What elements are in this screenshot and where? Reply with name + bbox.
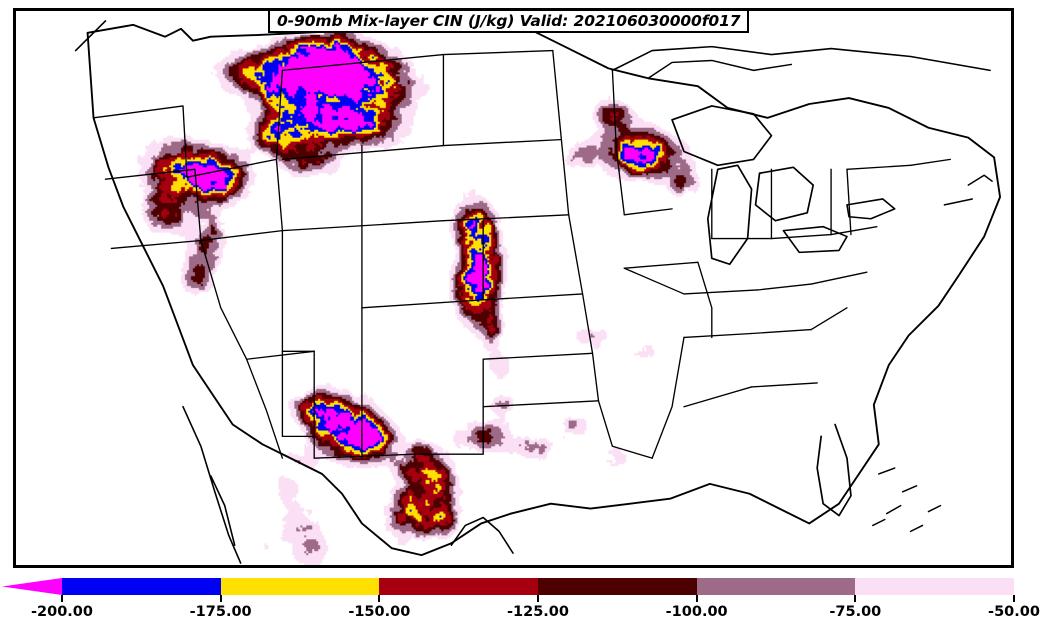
colorbar-tick xyxy=(61,595,63,602)
colorbar-segment-maroon-band xyxy=(538,578,697,595)
map-frame xyxy=(13,8,1014,568)
colorbar-segment-palepink-band xyxy=(855,578,1014,595)
colorbar-tick xyxy=(378,595,381,602)
colorbar-segment-crimson-band xyxy=(379,578,538,595)
colorbar-tick-label: -50.00 xyxy=(988,604,1040,620)
map-title-text: 0-90mb Mix-layer CIN (J/kg) Valid: 20210… xyxy=(277,12,741,30)
colorbar-extend-min-arrow xyxy=(2,578,62,595)
colorbar-segment-yellow-band xyxy=(220,578,380,595)
colorbar-tick-label: -75.00 xyxy=(829,604,882,620)
colorbar-tick-label: -100.00 xyxy=(665,604,728,620)
colorbar-tick-labels: -200.00 -175.00 -150.00 -125.00 -100.00 -75.0… xyxy=(0,604,1044,628)
colorbar-bar xyxy=(2,578,1014,595)
colorbar-ticks xyxy=(13,595,1015,603)
cin-field-raster xyxy=(16,11,1011,565)
colorbar-area: -200.00 -175.00 -150.00 -125.00 -100.00 -75.0… xyxy=(0,568,1044,632)
colorbar-tick xyxy=(537,595,539,602)
colorbar-tick-label: -125.00 xyxy=(507,604,569,620)
colorbar-tick xyxy=(1013,595,1015,602)
colorbar-segment-mauve-band xyxy=(696,578,856,595)
colorbar-tick-label: -175.00 xyxy=(189,604,252,620)
colorbar-tick xyxy=(854,595,857,602)
map-title-plate: 0-90mb Mix-layer CIN (J/kg) Valid: 20210… xyxy=(268,9,750,33)
colorbar-segment-blue-band xyxy=(62,578,221,595)
colorbar-tick xyxy=(695,595,698,602)
colorbar-tick-label: -150.00 xyxy=(348,604,411,620)
colorbar-tick xyxy=(219,595,222,602)
colorbar-tick-label: -200.00 xyxy=(31,604,93,620)
